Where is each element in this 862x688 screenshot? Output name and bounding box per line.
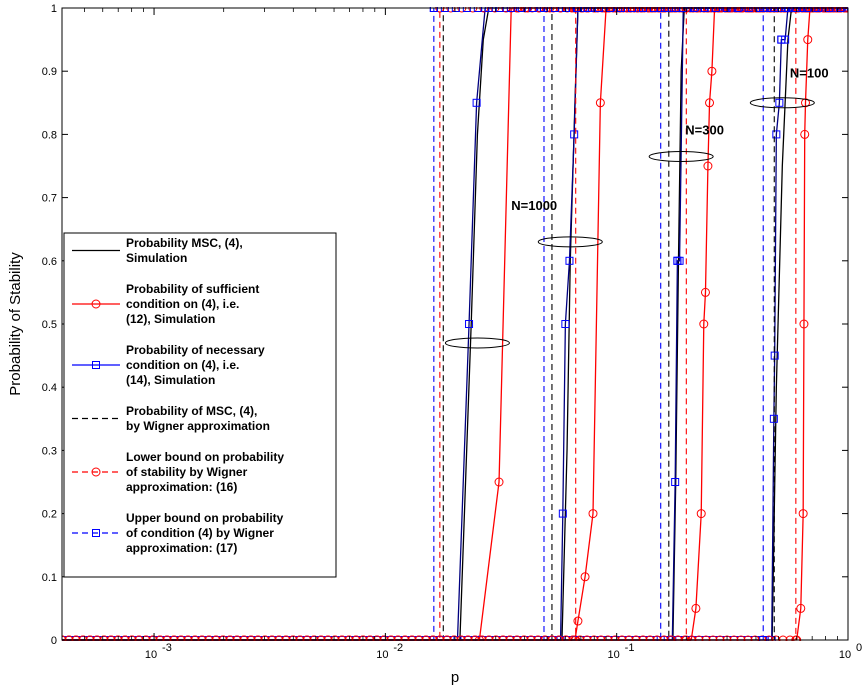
y-axis-label: Probability of Stability [7, 252, 24, 396]
data-point-marker [558, 509, 567, 518]
annotation-ellipse [648, 151, 714, 163]
y-tick-label: 0.9 [42, 66, 57, 78]
annotation-label: N=300 [685, 122, 724, 137]
x-tick-exponent: -3 [162, 642, 172, 654]
data-point-marker [769, 414, 778, 423]
data-point-marker [796, 603, 806, 613]
legend-box [63, 232, 337, 578]
y-tick-label: 1 [51, 3, 57, 15]
x-axis-label: p [451, 669, 459, 686]
legend-text: by Wigner approximation [126, 419, 270, 433]
data-point-marker [465, 320, 474, 328]
legend-text: approximation: (17) [126, 541, 237, 555]
data-point-marker [799, 319, 809, 329]
y-tick-label: 0.2 [42, 509, 57, 521]
data-point-marker [673, 256, 682, 265]
y-tick-label: 0.8 [42, 129, 57, 141]
legend-text: Probability of necessary [126, 343, 265, 357]
legend-text: of stability by Wigner [126, 465, 248, 479]
y-tick-label: 0.6 [42, 256, 57, 268]
annotation-n1000: N=1000 [511, 198, 603, 248]
series-line [62, 7, 848, 641]
data-point-marker [803, 35, 813, 45]
legend-entry: Probability MSC, (4),Simulation [72, 236, 243, 265]
y-tick-label: 0.7 [42, 193, 57, 205]
data-point-marker [775, 98, 784, 107]
data-point-marker [772, 130, 781, 139]
y-tick-label: 0.4 [42, 382, 57, 394]
legend-swatch-marker [92, 529, 100, 537]
data-point-marker [472, 98, 481, 107]
data-point-marker [800, 129, 810, 139]
data-point-marker [703, 161, 713, 171]
y-tick-label: 0.5 [42, 319, 57, 331]
annotation-n300: N=300 [648, 122, 724, 163]
data-point-marker [580, 572, 590, 582]
legend-text: condition on (4), i.e. [126, 358, 239, 372]
series-line [62, 7, 848, 641]
y-tick-label: 0.1 [42, 572, 57, 584]
series-line [62, 7, 848, 641]
data-point-marker [595, 98, 605, 108]
x-tick-label: 10 [376, 649, 388, 661]
data-point-marker [777, 35, 786, 44]
y-tick-label: 0.3 [42, 445, 57, 457]
legend-text: Probability of MSC, (4), [126, 404, 257, 418]
data-point-marker [561, 320, 570, 328]
legend-text: approximation: (16) [126, 480, 237, 494]
legend-swatch-marker [91, 467, 101, 477]
legend-text: Simulation [126, 251, 187, 265]
legend-text: Probability of sufficient [126, 282, 259, 296]
data-point-marker [696, 509, 706, 519]
x-tick-label: 10 [145, 649, 157, 661]
x-tick-label: 10 [839, 649, 851, 661]
data-point-marker [570, 130, 579, 139]
data-point-marker [798, 509, 808, 519]
legend: Probability MSC, (4),SimulationProbabili… [63, 232, 337, 578]
legend-text: Upper bound on probability [126, 511, 284, 525]
annotation-label: N=100 [790, 66, 829, 81]
data-point-marker [494, 477, 504, 487]
data-point-marker [800, 98, 810, 108]
y-tick-label: 0 [51, 635, 57, 647]
data-point-marker [707, 66, 717, 76]
x-tick-exponent: -1 [625, 642, 635, 654]
legend-text: Probability MSC, (4), [126, 236, 243, 250]
data-point-marker [573, 616, 583, 626]
legend-text: of condition (4) by Wigner [126, 526, 274, 540]
legend-text: (12), Simulation [126, 312, 215, 326]
x-tick-exponent: 0 [856, 642, 862, 654]
data-point-marker [671, 478, 680, 486]
series-line [62, 7, 848, 641]
data-point-marker [699, 319, 709, 329]
legend-entry: Probability of MSC, (4),by Wigner approx… [72, 404, 270, 433]
data-point-marker [565, 256, 574, 265]
legend-swatch-marker [92, 361, 100, 369]
x-tick-label: 10 [608, 649, 620, 661]
data-point-marker [700, 287, 710, 297]
annotation-label: N=1000 [511, 198, 557, 213]
annotation-n100: N=100 [749, 66, 829, 109]
axes: 00.10.20.30.40.50.60.70.80.9110-310-210-… [42, 3, 862, 661]
data-point-marker [705, 98, 715, 108]
annotation-ellipse [749, 97, 815, 109]
annotation-ellipse [537, 236, 603, 248]
annotation-ellipse [444, 337, 510, 349]
legend-text: condition on (4), i.e. [126, 297, 239, 311]
data-point-marker [588, 509, 598, 519]
legend-swatch-marker [91, 299, 101, 309]
legend-text: Lower bound on probability [126, 450, 284, 464]
x-tick-exponent: -2 [393, 642, 403, 654]
data-point-marker [691, 603, 701, 613]
legend-text: (14), Simulation [126, 373, 215, 387]
